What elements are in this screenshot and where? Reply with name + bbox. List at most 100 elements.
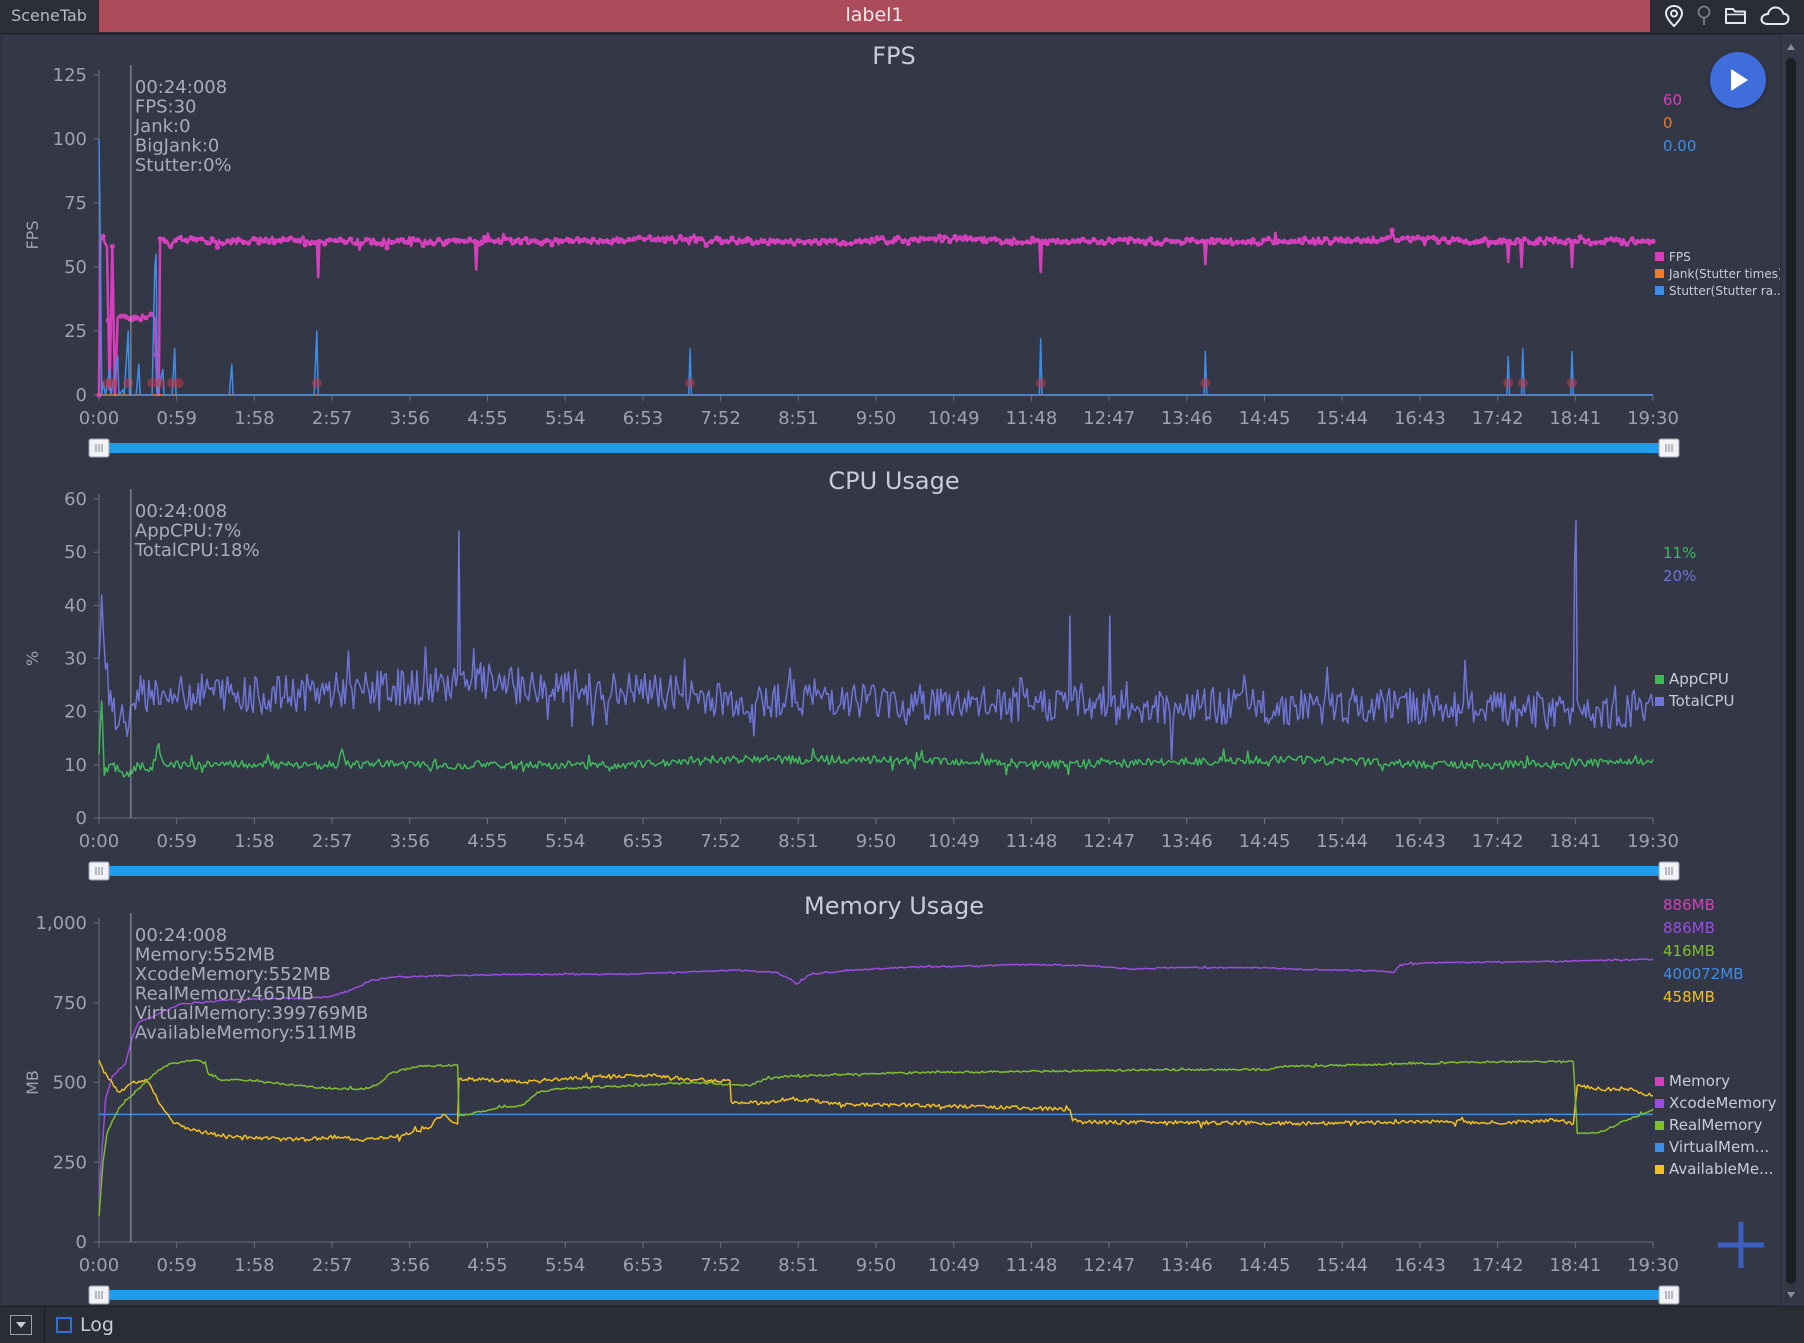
fps-point xyxy=(451,237,457,243)
fps-point xyxy=(1235,239,1241,245)
fps-point xyxy=(1353,237,1359,243)
fps-point xyxy=(580,237,586,243)
fps-point xyxy=(177,234,184,240)
tooltip-line: Memory:552MB xyxy=(135,945,275,966)
toolbar-icons xyxy=(1650,0,1804,32)
top-bar: SceneTab label1 xyxy=(0,0,1804,34)
current-value: 886MB xyxy=(1663,919,1715,937)
series-line-stutter-stutter-ra- xyxy=(98,138,1653,396)
fps-point xyxy=(611,237,617,243)
play-button[interactable] xyxy=(1710,52,1766,108)
tooltip-line: Jank:0 xyxy=(134,116,191,137)
y-tick-label: 50 xyxy=(64,542,87,563)
tab-label1[interactable]: label1 xyxy=(99,0,1650,32)
cloud-icon[interactable] xyxy=(1760,5,1790,27)
fps-point xyxy=(781,239,787,245)
fps-point xyxy=(1537,236,1543,242)
range-slider-end-handle[interactable] xyxy=(1658,1285,1680,1305)
vertical-scrollbar[interactable] xyxy=(1784,40,1798,1302)
log-toggle[interactable]: Log xyxy=(56,1313,114,1337)
scroll-down-icon[interactable] xyxy=(1784,1288,1798,1302)
fps-point xyxy=(1404,235,1411,241)
fps-point xyxy=(1624,241,1630,247)
log-checkbox[interactable] xyxy=(56,1317,72,1333)
fps-point xyxy=(1024,239,1030,245)
fps-point xyxy=(193,237,199,243)
fps-point xyxy=(900,239,906,245)
fps-point xyxy=(853,238,859,244)
fps-point xyxy=(292,237,298,243)
fps-point xyxy=(1224,239,1230,245)
fps-point xyxy=(441,241,447,247)
fps-point xyxy=(1091,236,1097,243)
fps-point xyxy=(750,241,756,247)
x-tick-label: 8:51 xyxy=(778,831,818,852)
fps-point xyxy=(1106,236,1112,242)
fps-point xyxy=(652,237,658,243)
fps-point xyxy=(1598,239,1604,245)
fps-point xyxy=(1296,237,1303,243)
fps-point xyxy=(1132,238,1138,244)
folder-icon[interactable] xyxy=(1724,6,1748,26)
tab-scenetab[interactable]: SceneTab xyxy=(0,0,98,33)
fps-point xyxy=(1517,238,1523,244)
fps-point xyxy=(595,239,601,245)
scroll-up-icon[interactable] xyxy=(1784,40,1798,54)
fps-point xyxy=(109,243,115,250)
fps-point xyxy=(399,237,406,243)
fps-point xyxy=(1122,236,1128,242)
range-slider-start-handle[interactable] xyxy=(88,861,110,881)
range-slider-end-handle[interactable] xyxy=(1658,438,1680,458)
fps-point xyxy=(220,241,226,247)
fps-point xyxy=(1629,236,1635,242)
fps-point xyxy=(271,240,277,246)
marker-icon[interactable] xyxy=(1696,5,1712,27)
scroll-thumb[interactable] xyxy=(1786,58,1796,1284)
range-slider-end-handle[interactable] xyxy=(1658,861,1680,881)
fps-point xyxy=(1204,238,1210,244)
current-value: 0.00 xyxy=(1663,137,1696,155)
legend-swatch xyxy=(1655,1077,1664,1086)
legend-swatch xyxy=(1655,1099,1664,1108)
x-tick-label: 12:47 xyxy=(1083,408,1135,429)
series-line-totalcpu xyxy=(98,519,1654,761)
fps-point xyxy=(133,315,139,321)
fps-point xyxy=(1219,239,1225,245)
range-slider-start-handle[interactable] xyxy=(88,438,110,458)
x-tick-label: 8:51 xyxy=(778,1255,818,1276)
fps-point xyxy=(1399,235,1405,241)
fps-point xyxy=(1260,237,1266,243)
fps-point xyxy=(245,240,252,246)
play-icon xyxy=(1731,69,1748,91)
x-tick-label: 5:54 xyxy=(545,408,585,429)
add-button[interactable] xyxy=(1714,1218,1768,1272)
fps-point xyxy=(832,237,839,243)
fps-point xyxy=(368,240,375,246)
fps-point xyxy=(1096,240,1102,246)
fps-point xyxy=(760,238,766,244)
x-tick-label: 18:41 xyxy=(1549,1255,1601,1276)
fps-point xyxy=(662,238,668,244)
fps-point xyxy=(817,240,823,246)
fps-point xyxy=(327,237,333,243)
fps-point xyxy=(1547,236,1553,243)
x-tick-label: 14:45 xyxy=(1239,831,1291,852)
fps-point xyxy=(461,238,468,244)
fps-point xyxy=(276,237,282,244)
fps-point xyxy=(1286,239,1292,245)
fps-point xyxy=(1614,236,1620,242)
fps-point xyxy=(1557,238,1563,244)
fps-point xyxy=(467,236,473,242)
x-tick-label: 9:50 xyxy=(856,408,896,429)
x-tick-label: 0:59 xyxy=(156,831,196,852)
fps-point xyxy=(1451,236,1457,243)
location-pin-icon[interactable] xyxy=(1664,5,1684,27)
fps-point xyxy=(1521,236,1528,242)
fps-point xyxy=(1035,237,1041,243)
fps-point xyxy=(1080,236,1086,242)
range-slider-start-handle[interactable] xyxy=(88,1285,110,1305)
fps-point xyxy=(993,237,999,243)
expand-panel-button[interactable] xyxy=(10,1315,32,1335)
fps-point xyxy=(838,241,844,247)
fps-point xyxy=(512,238,519,244)
